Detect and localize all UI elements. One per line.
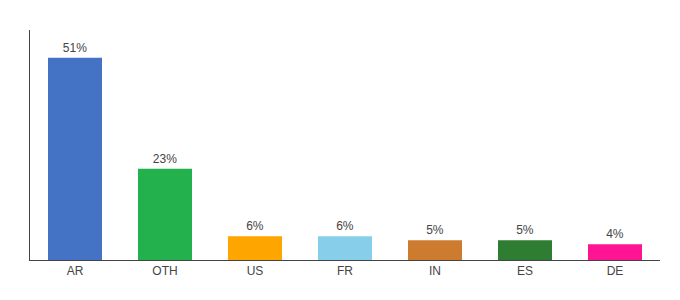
svg-text:IN: IN [429, 264, 441, 278]
svg-text:OTH: OTH [152, 264, 177, 278]
svg-text:5%: 5% [426, 223, 444, 237]
svg-text:6%: 6% [246, 219, 264, 233]
svg-text:DE: DE [607, 264, 624, 278]
svg-text:US: US [247, 264, 264, 278]
svg-text:51%: 51% [63, 41, 87, 55]
svg-text:5%: 5% [516, 223, 534, 237]
svg-text:AR: AR [67, 264, 84, 278]
svg-text:4%: 4% [606, 227, 624, 241]
svg-text:6%: 6% [336, 219, 354, 233]
svg-text:23%: 23% [153, 152, 177, 166]
svg-text:FR: FR [337, 264, 353, 278]
svg-text:ES: ES [517, 264, 533, 278]
